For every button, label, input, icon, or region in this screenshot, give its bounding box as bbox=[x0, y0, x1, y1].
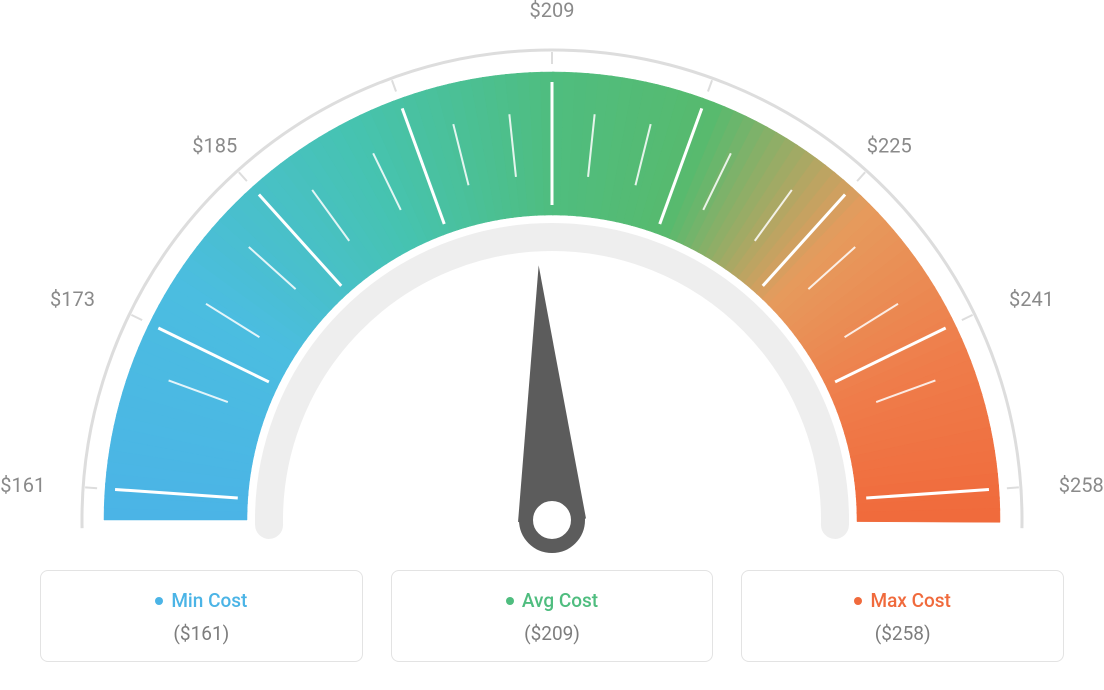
gauge-tick-label: $209 bbox=[530, 0, 575, 22]
legend-row: Min Cost ($161) Avg Cost ($209) Max Cost ($25… bbox=[40, 570, 1064, 662]
gauge-outer-tick bbox=[1007, 487, 1019, 488]
legend-title: Max Cost bbox=[854, 589, 950, 612]
gauge-tick-label: $173 bbox=[50, 287, 95, 311]
legend-value: ($209) bbox=[402, 622, 703, 645]
legend-dot-icon bbox=[155, 597, 163, 605]
legend-title-text: Max Cost bbox=[870, 589, 950, 612]
legend-card-max: Max Cost ($258) bbox=[741, 570, 1064, 662]
gauge-outer-tick bbox=[857, 172, 865, 181]
legend-title: Avg Cost bbox=[506, 589, 598, 612]
gauge-outer-tick bbox=[85, 487, 97, 488]
gauge-svg: $161 $173 $185 $209 $225 $241 $258 bbox=[0, 0, 1104, 560]
gauge-tick-label: $241 bbox=[1009, 287, 1054, 311]
cost-gauge: $161 $173 $185 $209 $225 $241 $258 bbox=[0, 0, 1104, 560]
legend-value: ($161) bbox=[51, 622, 352, 645]
gauge-needle-hub bbox=[526, 494, 578, 546]
gauge-outer-tick bbox=[239, 172, 247, 181]
legend-dot-icon bbox=[506, 597, 514, 605]
gauge-outer-tick bbox=[708, 80, 712, 91]
legend-title: Min Cost bbox=[155, 589, 247, 612]
gauge-tick-label: $185 bbox=[192, 133, 237, 157]
gauge-tick-label: $258 bbox=[1059, 473, 1104, 497]
legend-value: ($258) bbox=[752, 622, 1053, 645]
legend-card-avg: Avg Cost ($209) bbox=[391, 570, 714, 662]
gauge-outer-tick bbox=[962, 315, 973, 320]
gauge-tick-label: $225 bbox=[867, 133, 912, 157]
gauge-outer-tick bbox=[392, 80, 396, 91]
gauge-outer-tick bbox=[131, 315, 142, 320]
gauge-tick-label: $161 bbox=[0, 473, 45, 497]
legend-title-text: Min Cost bbox=[171, 589, 247, 612]
legend-title-text: Avg Cost bbox=[522, 589, 598, 612]
legend-dot-icon bbox=[854, 597, 862, 605]
legend-card-min: Min Cost ($161) bbox=[40, 570, 363, 662]
